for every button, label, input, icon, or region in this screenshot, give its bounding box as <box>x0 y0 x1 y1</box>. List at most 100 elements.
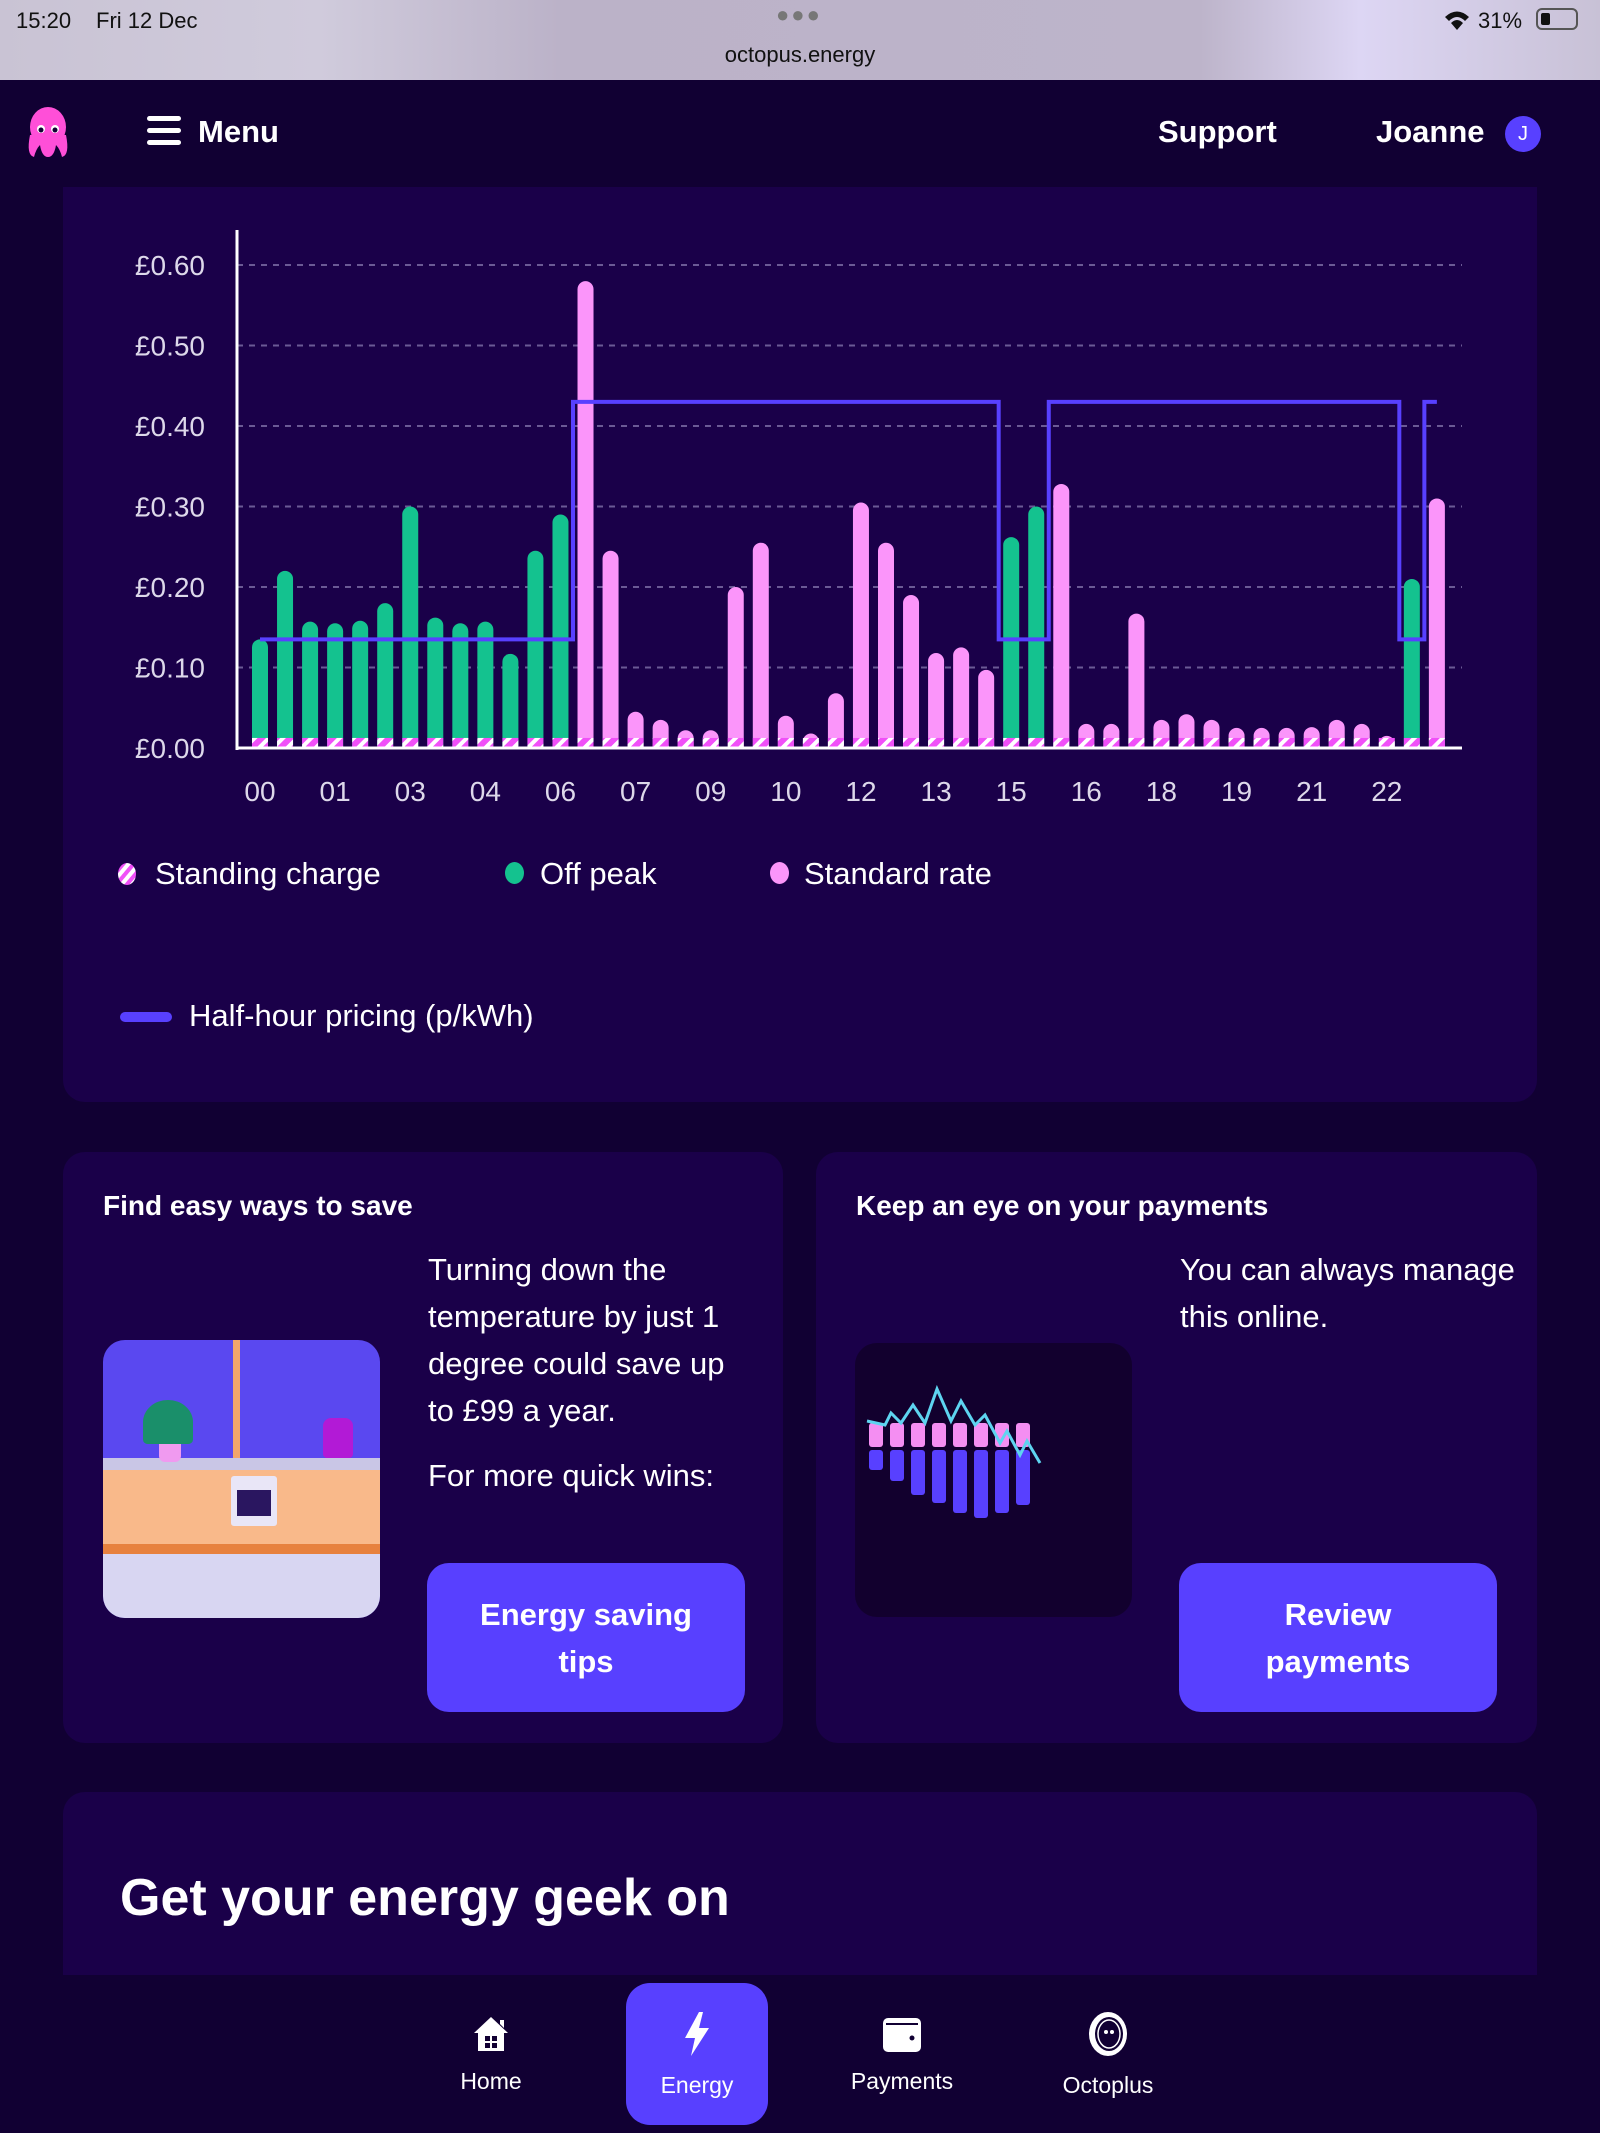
off-peak-bar <box>252 639 268 748</box>
x-tick-label: 13 <box>921 776 952 807</box>
status-bar: 15:20 Fri 12 Dec ●●● octopus.energy 31% <box>0 0 1600 80</box>
x-tick-label: 21 <box>1296 776 1327 807</box>
nav-home-label: Home <box>460 2067 522 2094</box>
standing-charge-bar <box>302 737 319 748</box>
octopus-logo-icon[interactable] <box>20 105 76 161</box>
standing-charge-bar <box>777 737 794 748</box>
x-tick-label: 18 <box>1146 776 1177 807</box>
standing-charge-bar <box>1103 737 1120 748</box>
hamburger-icon[interactable] <box>147 116 181 145</box>
standard-rate-bar <box>852 502 869 748</box>
standing-charge-bar <box>752 737 769 748</box>
y-tick-label: £0.10 <box>135 653 205 684</box>
off-peak-bar <box>1028 506 1045 748</box>
energy-geek-title: Get your energy geek on <box>120 1869 730 1927</box>
x-tick-label: 07 <box>620 776 651 807</box>
standing-charge-bar <box>1328 737 1345 748</box>
url-bar[interactable]: octopus.energy <box>724 42 876 67</box>
battery-icon <box>1536 8 1578 30</box>
off-peak-bar <box>302 621 319 748</box>
standing-charge-bar <box>1253 737 1270 748</box>
off-peak-bar <box>527 550 544 748</box>
standard-rate-bar <box>978 669 995 748</box>
payments-card-title: Keep an eye on your payments <box>856 1190 1269 1221</box>
standing-charge-bar <box>1028 737 1045 748</box>
x-tick-label: 04 <box>470 776 501 807</box>
nav-home[interactable]: Home <box>420 1983 562 2125</box>
user-name[interactable]: Joanne <box>1376 114 1485 149</box>
y-tick-label: £0.40 <box>135 411 205 442</box>
standing-charge-bar <box>1053 737 1070 748</box>
standing-charge-bar <box>527 737 544 748</box>
nav-payments[interactable]: Payments <box>831 1983 973 2125</box>
standard-rate-bar <box>1053 483 1070 748</box>
nav-payments-label: Payments <box>850 2067 954 2094</box>
standing-charge-bar <box>477 737 494 748</box>
off-peak-bar <box>277 570 294 748</box>
standing-charge-bar <box>577 737 594 748</box>
standing-charge-bar <box>1153 737 1170 748</box>
standing-charge-bar <box>928 737 945 748</box>
x-tick-label: 22 <box>1371 776 1402 807</box>
payments-chart-illustration <box>855 1343 1132 1617</box>
top-nav: Menu Support Joanne J <box>0 80 1600 187</box>
y-tick-label: £0.60 <box>135 250 205 281</box>
nav-octoplus[interactable]: Octoplus <box>1037 1983 1179 2125</box>
standard-rate-bar <box>903 595 920 748</box>
standard-rate-bar <box>577 281 594 748</box>
support-link[interactable]: Support <box>1158 114 1277 149</box>
home-icon <box>474 2016 508 2051</box>
pricing-line-legend-icon <box>120 1012 172 1022</box>
y-tick-label: £0.20 <box>135 572 205 603</box>
standing-charge-bar <box>953 737 970 748</box>
standing-charge-bar <box>1403 737 1420 748</box>
standing-charge-bar <box>327 737 344 748</box>
nav-energy[interactable]: Energy <box>626 1983 768 2125</box>
x-tick-label: 10 <box>770 776 801 807</box>
standing-charge-bar <box>402 737 419 748</box>
standing-charge-bar <box>452 737 469 748</box>
x-tick-label: 03 <box>395 776 426 807</box>
save-card-text-2: For more quick wins: <box>428 1458 714 1493</box>
standard-rate-bar <box>878 542 894 748</box>
energy-saving-tips-button[interactable]: Energy saving tips <box>427 1563 745 1712</box>
off-peak-bar <box>552 514 569 748</box>
save-card: Find easy ways to save Turning down the … <box>63 1152 783 1743</box>
status-time: 15:20 <box>16 8 72 33</box>
wallet-icon <box>883 2017 921 2052</box>
legend-standing-charge: Standing charge <box>155 856 381 891</box>
standing-charge-bar <box>903 737 920 748</box>
x-tick-label: 06 <box>545 776 576 807</box>
off-peak-bar <box>1003 537 1020 748</box>
avatar[interactable]: J <box>1505 116 1541 152</box>
standing-charge-legend-icon <box>118 863 136 885</box>
lightning-icon <box>685 2011 709 2056</box>
off-peak-bar <box>427 617 444 748</box>
standard-rate-bar <box>752 542 769 748</box>
off-peak-bar <box>402 506 419 748</box>
standing-charge-bar <box>377 737 394 748</box>
standing-charge-bar <box>677 737 694 748</box>
menu-button[interactable]: Menu <box>198 114 279 149</box>
standing-charge-bar <box>627 737 644 748</box>
kitchen-illustration <box>103 1340 380 1618</box>
standing-charge-bar <box>277 737 294 748</box>
standing-charge-bar <box>352 737 369 748</box>
x-tick-label: 09 <box>695 776 726 807</box>
half-hour-pricing-line <box>260 399 1437 642</box>
standard-rate-bar <box>1128 613 1145 748</box>
standard-rate-bar <box>1428 498 1445 748</box>
usage-chart: £0.00 £0.10 £0.20 £0.30 £0.40 £0.50 £0.60 00 01 0… <box>135 230 1462 807</box>
standing-charge-bar <box>1303 737 1320 748</box>
standing-charge-bar <box>702 737 719 748</box>
off-peak-bar <box>452 623 469 748</box>
standard-rate-bar <box>602 550 619 748</box>
standing-charge-bar <box>1178 737 1195 748</box>
payments-card-text: You can always manage this online. <box>1180 1252 1515 1334</box>
x-tick-label: 12 <box>845 776 876 807</box>
standing-charge-bar <box>852 737 869 748</box>
more-dots-icon[interactable]: ●●● <box>776 2 822 27</box>
review-payments-button[interactable]: Review payments <box>1179 1563 1497 1712</box>
x-tick-label: 19 <box>1221 776 1252 807</box>
standing-charge-bar <box>727 737 744 748</box>
